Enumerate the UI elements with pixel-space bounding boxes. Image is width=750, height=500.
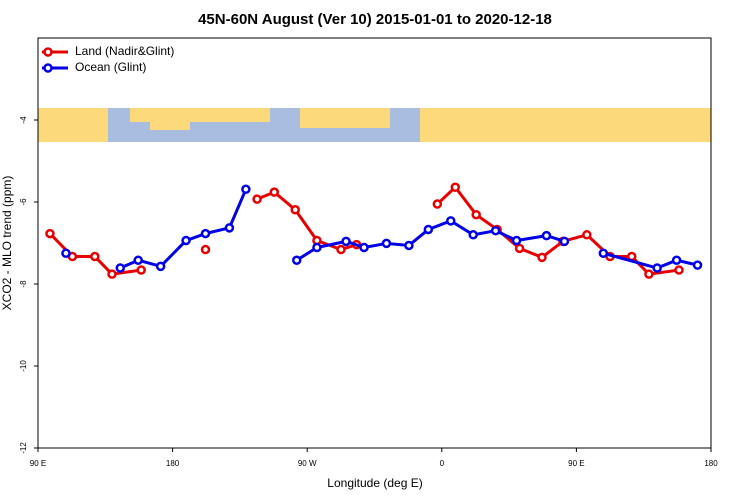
- data-point: [514, 243, 525, 254]
- data-point: [598, 248, 609, 258]
- data-point: [181, 235, 191, 246]
- data-point: [252, 194, 262, 204]
- data-point: [341, 236, 351, 247]
- data-point: [224, 223, 235, 233]
- data-point: [471, 209, 481, 220]
- y-tick-label: -10: [19, 360, 28, 372]
- data-point: [45, 228, 55, 239]
- data-point: [200, 228, 211, 239]
- data-point: [90, 251, 100, 262]
- data-point: [115, 263, 126, 273]
- data-point: [61, 248, 71, 258]
- data-point: [490, 225, 501, 236]
- x-tick-label: 90 W: [298, 459, 317, 468]
- data-point: [541, 230, 552, 241]
- data-point: [674, 265, 684, 275]
- y-tick-label: -4: [19, 116, 28, 124]
- data-point: [107, 269, 117, 279]
- data-point: [404, 240, 414, 251]
- data-point: [537, 252, 547, 263]
- legend-label: Land (Nadir&Glint): [75, 44, 174, 58]
- series-line: [602, 251, 698, 270]
- x-tick-label: 0: [440, 459, 445, 468]
- data-point: [269, 187, 280, 197]
- data-point: [200, 244, 211, 255]
- data-point: [336, 244, 346, 255]
- data-point: [359, 242, 369, 253]
- data-point: [290, 205, 300, 215]
- data-point: [291, 255, 302, 265]
- y-tick-label: -12: [19, 442, 28, 454]
- legend-label: Ocean (Glint): [75, 60, 146, 74]
- data-point: [511, 235, 522, 246]
- data-point: [468, 230, 478, 240]
- data-point: [423, 224, 434, 235]
- data-point: [652, 263, 662, 273]
- y-tick-label: -8: [19, 280, 28, 288]
- data-point: [450, 182, 461, 192]
- data-point: [312, 242, 322, 253]
- y-axis-label: XCO2 - MLO trend (ppm): [0, 176, 14, 311]
- data-point: [241, 184, 251, 195]
- data-point: [155, 261, 166, 272]
- data-point: [692, 260, 703, 270]
- x-tick-label: 180: [166, 459, 180, 468]
- legend-marker: [43, 63, 53, 73]
- data-point: [432, 199, 443, 209]
- data-point: [671, 255, 682, 265]
- x-axis-label: Longitude (deg E): [327, 476, 422, 490]
- x-tick-label: 90 E: [30, 459, 46, 468]
- y-tick-label: -6: [19, 198, 28, 206]
- data-point: [644, 269, 654, 279]
- data-point: [559, 236, 570, 247]
- data-point: [136, 265, 146, 275]
- legend-marker: [43, 47, 53, 57]
- data-point: [446, 216, 456, 226]
- data-point: [582, 230, 592, 240]
- x-tick-label: 90 E: [568, 459, 584, 468]
- map-land: [38, 108, 711, 142]
- data-point: [381, 238, 392, 249]
- plot-frame: [37, 37, 712, 449]
- data-point: [133, 255, 143, 265]
- chart-title: 45N-60N August (Ver 10) 2015-01-01 to 20…: [198, 11, 552, 28]
- x-tick-label: 180: [704, 459, 718, 468]
